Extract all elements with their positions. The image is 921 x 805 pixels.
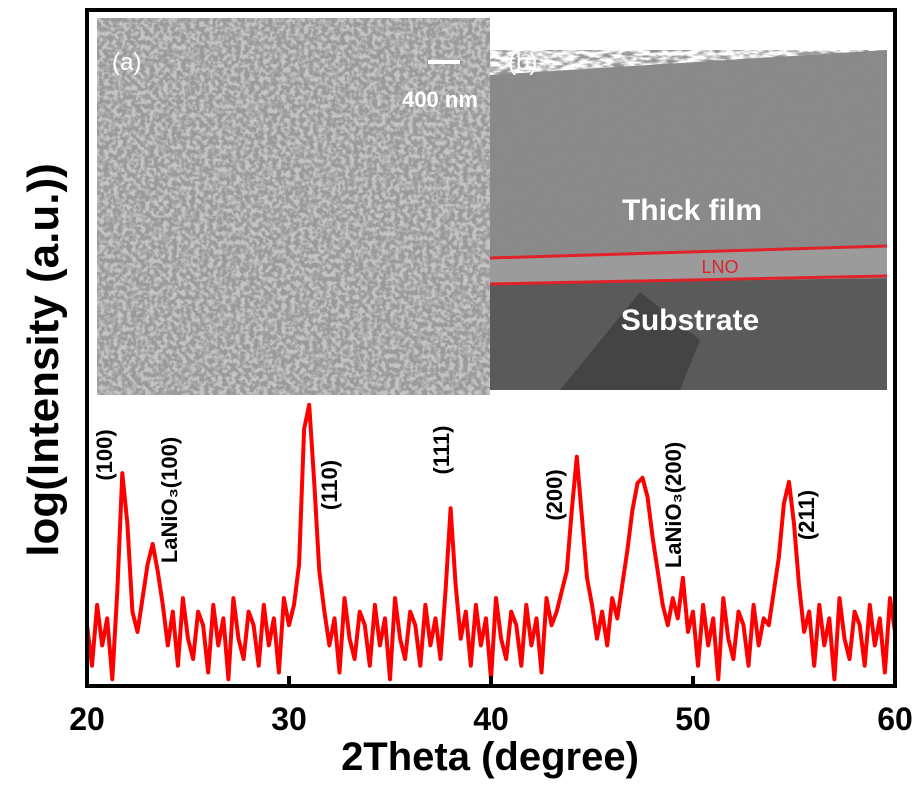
x-tick-label: 50 — [675, 701, 711, 737]
peak-label: (100) — [92, 429, 117, 480]
panel-label: (a) — [112, 49, 141, 76]
peak-label: LaNiO₃(100) — [157, 437, 182, 563]
substrate-facet — [560, 292, 700, 390]
x-axis-label: 2Theta (degree) — [341, 735, 639, 779]
peak-label: (211) — [794, 490, 819, 540]
data-line — [85, 402, 897, 682]
inset-a: (a) 400 nm — [97, 18, 490, 395]
x-tick-label: 60 — [877, 701, 913, 737]
layer-label: Substrate — [621, 304, 759, 337]
sem-texture-a — [97, 18, 490, 395]
peak-label: (111) — [429, 426, 454, 475]
peak-label: (110) — [317, 460, 342, 510]
peak-label: (200) — [542, 469, 567, 520]
inset-b: (b) Thick film LNO Substrate — [489, 18, 888, 390]
panel-label: (b) — [508, 49, 537, 76]
x-tick-label: 40 — [473, 701, 509, 737]
boundary-line — [489, 274, 888, 286]
scale-label: 400 nm — [402, 87, 478, 112]
boundary-line — [489, 244, 888, 260]
x-tick-label: 20 — [69, 701, 105, 737]
layer-label: LNO — [701, 257, 738, 277]
layer-label: Thick film — [622, 194, 762, 227]
y-axis-label: log(Intensity (a.u.)) — [19, 163, 68, 557]
x-tick-label: 30 — [271, 701, 307, 737]
peak-label: LaNiO₃(200) — [661, 442, 686, 568]
film-texture — [490, 50, 887, 262]
plot-area — [85, 402, 897, 682]
